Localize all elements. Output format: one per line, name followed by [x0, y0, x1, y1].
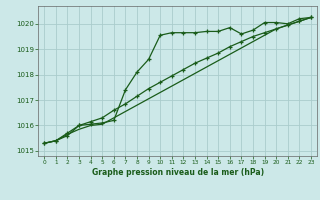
X-axis label: Graphe pression niveau de la mer (hPa): Graphe pression niveau de la mer (hPa)	[92, 168, 264, 177]
